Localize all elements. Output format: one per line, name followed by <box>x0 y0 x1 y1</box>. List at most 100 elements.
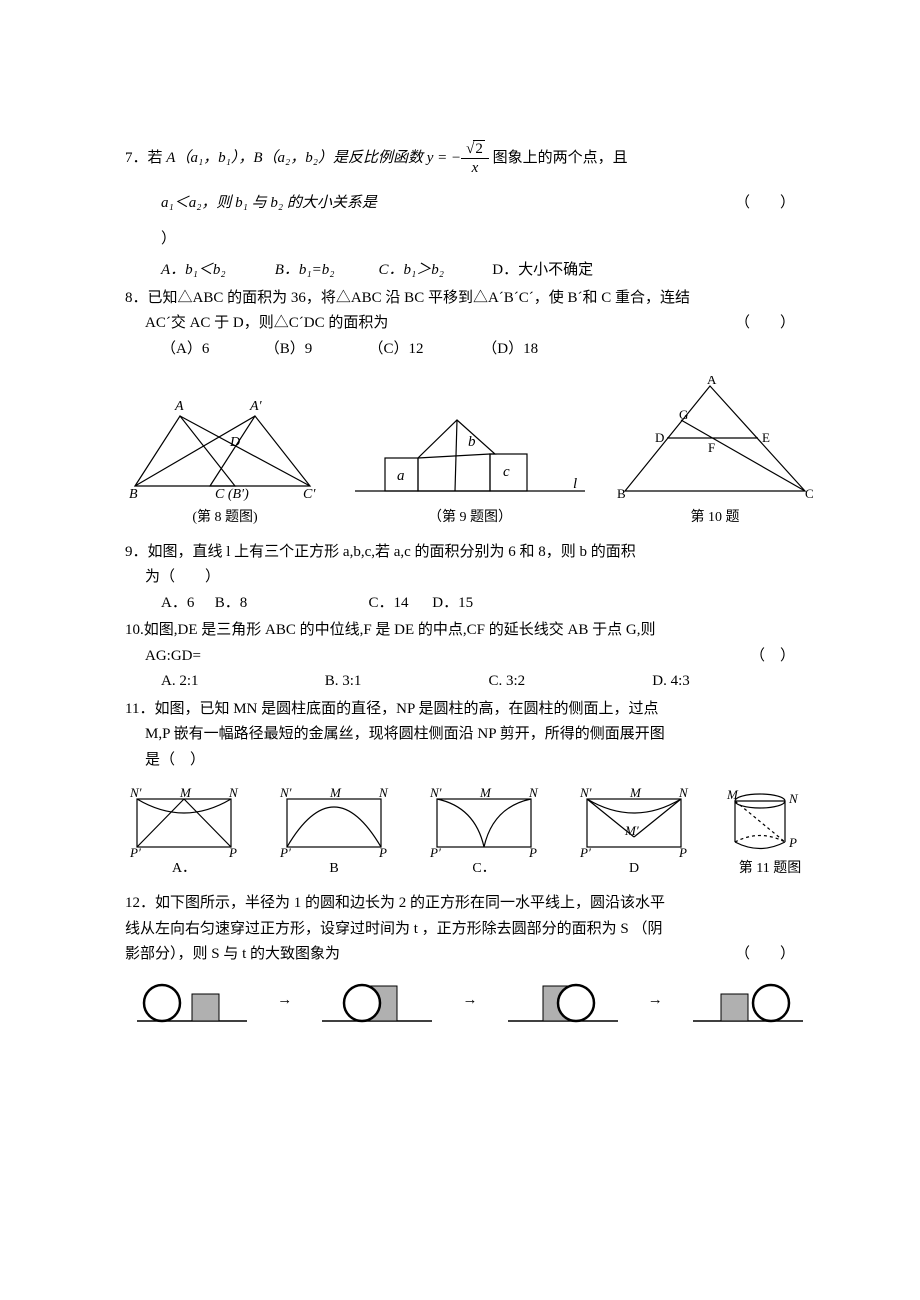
question-8: 8．已知△ABC 的面积为 36，将△ABC 沿 BC 平移到△A´B´C´，使… <box>125 286 815 363</box>
q9-line1: 9．如图，直线 l 上有三个正方形 a,b,c,若 a,c 的面积分别为 6 和… <box>125 540 815 566</box>
svg-text:P′: P′ <box>579 845 591 857</box>
arrow-icon: → <box>648 988 663 1014</box>
q7-prefix: 7．若 <box>125 150 166 166</box>
q7-equation: y = −2x <box>427 150 493 166</box>
fig11-C-label: C． <box>425 857 543 881</box>
q7-line2: a₁＜a₂，则 b₁ 与 b₂ 的大小关系是 <box>161 195 377 211</box>
q7-paren: （ ） <box>735 191 815 217</box>
sqrt-radicand: 2 <box>473 140 485 157</box>
q8-optB: （B）9 <box>265 337 365 363</box>
svg-text:M: M <box>726 787 739 802</box>
svg-text:B: B <box>617 486 626 501</box>
q12-line3: 影部分），则 S 与 t 的大致图象为 <box>125 946 340 962</box>
fig11-A: N′MN P′P A． <box>125 787 243 881</box>
svg-text:P: P <box>228 845 237 857</box>
q9-optA: A．6 <box>161 591 211 617</box>
q10-line2: AG:GD= <box>145 648 201 664</box>
q8-line2-wrap: AC´交 AC 于 D，则△C´DC 的面积为 （ ） <box>125 311 815 337</box>
q10-paren: （ ） <box>750 644 815 670</box>
q8-options: （A）6 （B）9 （C）12 （D）18 <box>125 337 815 363</box>
svg-text:P′: P′ <box>429 845 441 857</box>
svg-text:P: P <box>378 845 387 857</box>
svg-text:b: b <box>468 434 476 450</box>
figure-10: A G D E F B C 第 10 题 <box>615 376 815 530</box>
svg-text:N′: N′ <box>129 787 142 800</box>
q8-optA: （A）6 <box>161 337 261 363</box>
q12-figure-row: → → → <box>125 976 815 1026</box>
svg-text:D: D <box>229 435 240 450</box>
fig11-D-label: D <box>575 857 693 881</box>
fig11-cylinder: MNP 第 11 题图 <box>725 787 815 881</box>
svg-text:F: F <box>708 440 715 455</box>
frac-den: x <box>461 159 489 177</box>
q7-options: A．b₁＜b₂ B．b₁=b₂ C．b₁＞b₂ D．大小不确定 <box>125 258 815 284</box>
q7-a2b2: （a₂，b₂）是反比例函数 <box>263 150 427 166</box>
svg-text:D: D <box>655 430 664 445</box>
svg-text:C (B′): C (B′) <box>215 487 249 502</box>
q7-optC: C．b₁＞b₂ <box>379 258 489 284</box>
svg-text:c: c <box>503 464 510 480</box>
svg-text:P: P <box>788 835 797 850</box>
q12-line3-wrap: 影部分），则 S 与 t 的大致图象为 （ ） <box>125 942 815 968</box>
q9-options: A．6 B．8 C．14 D．15 <box>125 591 815 617</box>
svg-text:N′: N′ <box>429 787 442 800</box>
svg-text:M: M <box>629 787 642 800</box>
fig11-D: N′MN P′M′P D <box>575 787 693 881</box>
q7-optD: D．大小不确定 <box>492 258 593 284</box>
q10-line2-wrap: AG:GD= （ ） <box>125 644 815 670</box>
svg-text:N′: N′ <box>279 787 292 800</box>
q11-line3: 是（ ） <box>125 748 815 774</box>
q12-line2: 线从左向右匀速穿过正方形，设穿过时间为 t ，正方形除去圆部分的面积为 S （阴 <box>125 917 815 943</box>
fig10-caption: 第 10 题 <box>615 506 815 530</box>
svg-text:C: C <box>805 486 814 501</box>
fig11-A-label: A． <box>125 857 243 881</box>
fig9-svg: a b c l <box>355 396 585 506</box>
q7-optA: A．b₁＜b₂ <box>161 258 271 284</box>
svg-text:M: M <box>329 787 342 800</box>
fig8-svg: A A′ D B C (B′) C′ <box>125 396 325 506</box>
question-7: 7．若 A（a₁，b₁），B（a₂，b₂）是反比例函数 y = −2x 图象上的… <box>125 140 815 284</box>
q11-line1: 11．如图，已知 MN 是圆柱底面的直径，NP 是圆柱的高，在圆柱的侧面上，过点 <box>125 697 815 723</box>
q8-line2: AC´交 AC 于 D，则△C´DC 的面积为 <box>145 315 388 331</box>
q8-optC: （C）12 <box>369 337 479 363</box>
svg-text:N: N <box>528 787 539 800</box>
question-9: 9．如图，直线 l 上有三个正方形 a,b,c,若 a,c 的面积分别为 6 和… <box>125 540 815 617</box>
svg-text:C′: C′ <box>303 487 316 502</box>
svg-text:N: N <box>678 787 689 800</box>
q7-B: B <box>253 150 262 166</box>
fraction: 2x <box>461 140 489 177</box>
q10-optC: C. 3:2 <box>489 669 649 695</box>
svg-text:B: B <box>129 487 138 502</box>
question-12: 12．如下图所示，半径为 1 的圆和边长为 2 的正方形在同一水平线上，圆沿该水… <box>125 891 815 968</box>
q11-line2: M,P 嵌有一幅路径最短的金属丝，现将圆柱侧面沿 NP 剪开，所得的侧面展开图 <box>125 722 815 748</box>
q10-optD: D. 4:3 <box>652 669 690 695</box>
q12-line1: 12．如下图所示，半径为 1 的圆和边长为 2 的正方形在同一水平线上，圆沿该水… <box>125 891 815 917</box>
q12-paren: （ ） <box>735 942 815 968</box>
question-10: 10.如图,DE 是三角形 ABC 的中位线,F 是 DE 的中点,CF 的延长… <box>125 618 815 695</box>
q12-stage2 <box>322 976 432 1026</box>
fig11-B: N′MN P′P B <box>275 787 393 881</box>
arrow-icon: → <box>463 988 478 1014</box>
q7-after: 图象上的两个点，且 <box>493 150 628 166</box>
q10-optA: A. 2:1 <box>161 669 321 695</box>
q7-optB: B．b₁=b₂ <box>275 258 375 284</box>
svg-text:A′: A′ <box>249 399 263 414</box>
svg-text:M: M <box>179 787 192 800</box>
svg-text:A: A <box>707 376 717 387</box>
fig11-C: N′MN P′P C． <box>425 787 543 881</box>
q9-line2: 为（ ） <box>125 565 815 591</box>
q9-optC: C．14 <box>369 591 429 617</box>
svg-text:M: M <box>479 787 492 800</box>
q8-paren: （ ） <box>735 311 815 337</box>
q7-line2-wrap: a₁＜a₂，则 b₁ 与 b₂ 的大小关系是 （ ） <box>125 191 815 217</box>
figure-row-8-9-10: A A′ D B C (B′) C′ (第 8 题图) a b <box>125 376 815 530</box>
svg-text:N: N <box>788 791 799 806</box>
svg-text:A: A <box>174 399 184 414</box>
fig11-B-label: B <box>275 857 393 881</box>
fig10-svg: A G D E F B C <box>615 376 815 506</box>
svg-text:G: G <box>679 407 688 422</box>
svg-text:N: N <box>378 787 389 800</box>
svg-text:P: P <box>678 845 687 857</box>
q12-stage3 <box>508 976 618 1026</box>
q7-line1: 7．若 A（a₁，b₁），B（a₂，b₂）是反比例函数 y = −2x 图象上的… <box>125 140 815 177</box>
